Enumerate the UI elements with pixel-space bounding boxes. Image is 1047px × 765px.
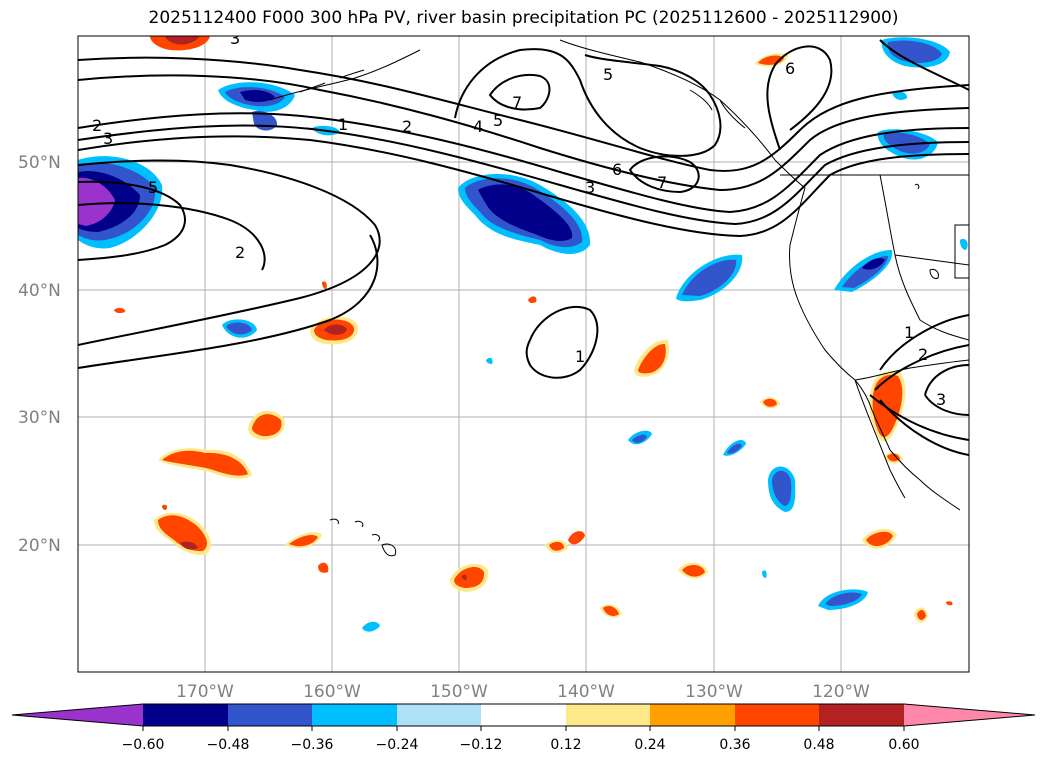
colorbar-tick-label: −0.12 [460, 737, 503, 753]
colorbar-tick-label: 0.36 [719, 737, 750, 753]
colorbar-tick-label: −0.60 [122, 737, 165, 753]
colorbar-extend-min [12, 704, 143, 726]
colorbar-segment [397, 704, 481, 726]
colorbar-extend-max [904, 704, 1035, 726]
contour-label: 2 [92, 116, 102, 135]
lon-label: 170°W [176, 682, 234, 702]
colorbar: −0.60 −0.48 −0.36 −0.24 −0.12 0.12 0.24 … [11, 703, 1036, 753]
lon-label: 150°W [430, 682, 488, 702]
colorbar-segment [312, 704, 397, 726]
colorbar-tick-label: −0.36 [291, 737, 334, 753]
contour-label: 3 [230, 29, 240, 48]
contour-label: 1 [904, 323, 914, 342]
contour-label: 1 [338, 115, 348, 134]
contour-label: 2 [918, 345, 928, 364]
contour-label: 4 [473, 117, 483, 136]
lat-label: 30°N [18, 408, 61, 428]
pv-contours [78, 39, 969, 456]
colorbar-tick-label: −0.24 [376, 737, 419, 753]
contour-label: 6 [785, 59, 795, 78]
contour-label: 7 [512, 93, 522, 112]
coastlines [269, 39, 969, 557]
contour-label: 3 [103, 129, 113, 148]
latitude-labels: 50°N 40°N 30°N 20°N [18, 153, 61, 556]
contour-label: 2 [402, 117, 412, 136]
contour-label: 5 [493, 111, 503, 130]
colorbar-tick-label: 0.60 [888, 737, 919, 753]
lon-label: 130°W [685, 682, 743, 702]
map-frame [77, 35, 970, 673]
lat-label: 50°N [18, 153, 61, 173]
lon-label: 140°W [557, 682, 615, 702]
colorbar-segment [650, 704, 735, 726]
colorbar-segment [143, 704, 228, 726]
colorbar-segment [735, 704, 819, 726]
lon-label: 160°W [303, 682, 361, 702]
lon-label: 120°W [812, 682, 870, 702]
contour-label: 2 [235, 243, 245, 262]
colorbar-segment [228, 704, 312, 726]
contour-label: 7 [657, 173, 667, 192]
contour-label: 3 [936, 390, 946, 409]
colorbar-segment [819, 704, 904, 726]
colorbar-tick-label: 0.48 [803, 737, 834, 753]
colorbar-segment [481, 704, 566, 726]
map-background [78, 36, 969, 672]
lat-label: 40°N [18, 281, 61, 301]
map-content: 3 2 3 5 2 1 2 4 5 7 5 6 6 7 3 1 1 2 3 [78, 29, 969, 672]
contour-label: 1 [575, 347, 585, 366]
colorbar-tick-label: 0.24 [634, 737, 665, 753]
contour-label: 5 [603, 65, 613, 84]
colorbar-tick-label: 0.12 [550, 737, 581, 753]
colorbar-tick-label: −0.48 [207, 737, 250, 753]
contour-label: 3 [585, 178, 595, 197]
longitude-labels: 170°W 160°W 150°W 140°W 130°W 120°W [176, 682, 870, 702]
contour-label: 6 [612, 160, 622, 179]
colorbar-segment [566, 704, 650, 726]
contour-labels: 3 2 3 5 2 1 2 4 5 7 5 6 6 7 3 1 1 2 3 [92, 29, 946, 409]
lat-label: 20°N [18, 536, 61, 556]
contour-label: 5 [148, 178, 158, 197]
map-title: 2025112400 F000 300 hPa PV, river basin … [148, 8, 899, 28]
